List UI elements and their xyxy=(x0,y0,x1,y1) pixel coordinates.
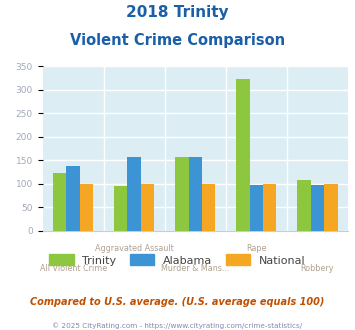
Text: 2018 Trinity: 2018 Trinity xyxy=(126,5,229,20)
Bar xyxy=(202,184,215,231)
Bar xyxy=(127,156,141,231)
Text: Robbery: Robbery xyxy=(301,264,334,273)
Text: Violent Crime Comparison: Violent Crime Comparison xyxy=(70,33,285,48)
Bar xyxy=(66,166,80,231)
Bar xyxy=(311,185,324,231)
Bar xyxy=(263,184,277,231)
Bar xyxy=(250,185,263,231)
Text: Rape: Rape xyxy=(246,244,267,253)
Bar xyxy=(236,79,250,231)
Bar xyxy=(141,184,154,231)
Bar xyxy=(80,184,93,231)
Bar xyxy=(189,156,202,231)
Bar xyxy=(324,184,338,231)
Bar xyxy=(114,186,127,231)
Text: Aggravated Assault: Aggravated Assault xyxy=(95,244,174,253)
Text: Murder & Mans...: Murder & Mans... xyxy=(161,264,229,273)
Text: Compared to U.S. average. (U.S. average equals 100): Compared to U.S. average. (U.S. average … xyxy=(30,297,325,307)
Bar xyxy=(297,180,311,231)
Legend: Trinity, Alabama, National: Trinity, Alabama, National xyxy=(45,250,310,270)
Text: All Violent Crime: All Violent Crime xyxy=(39,264,107,273)
Text: © 2025 CityRating.com - https://www.cityrating.com/crime-statistics/: © 2025 CityRating.com - https://www.city… xyxy=(53,323,302,329)
Bar xyxy=(53,174,66,231)
Bar xyxy=(175,156,189,231)
